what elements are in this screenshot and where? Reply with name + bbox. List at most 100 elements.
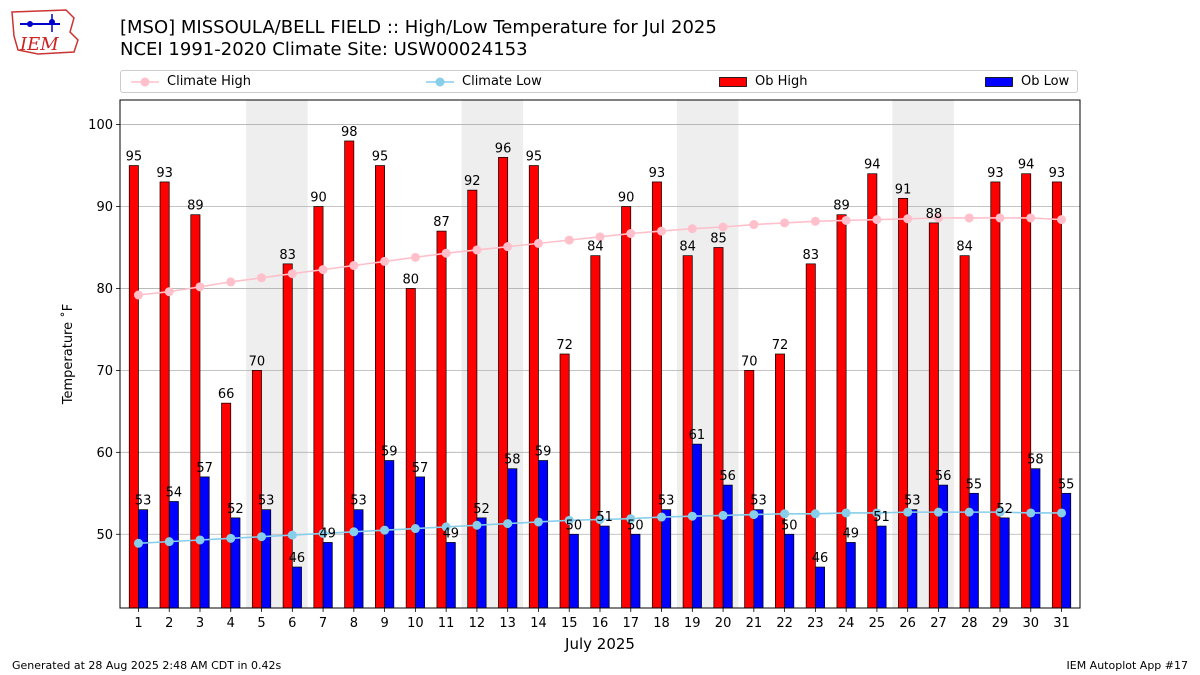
climate-low-point-day-19 — [687, 511, 697, 521]
x-tick-label-23: 23 — [807, 616, 824, 631]
climate-low-point-day-8 — [349, 527, 359, 537]
bar-low-day-24 — [845, 542, 856, 609]
bar-high-day-30 — [1021, 173, 1032, 609]
bar-high-label-day-26: 91 — [895, 182, 912, 197]
climate-low-point-day-5 — [257, 532, 267, 542]
climate-low-point-day-30 — [1026, 508, 1036, 518]
bar-low-label-day-11: 49 — [442, 526, 459, 541]
climate-high-point-day-1 — [133, 290, 143, 300]
climate-high-point-day-25 — [872, 215, 882, 225]
bar-low-day-6 — [291, 566, 302, 609]
iem-logo: IEM — [11, 9, 79, 55]
bar-low-day-13 — [507, 468, 518, 609]
climate-high-point-day-18 — [657, 226, 667, 236]
bar-high-day-17 — [621, 206, 632, 609]
bar-high-label-day-4: 66 — [218, 387, 235, 402]
climate-low-point-day-18 — [657, 512, 667, 522]
x-tick-label-19: 19 — [684, 616, 701, 631]
legend-label-ob-high: Ob High — [755, 74, 808, 89]
x-tick-label-24: 24 — [838, 616, 855, 631]
climate-low-point-day-23 — [810, 509, 820, 519]
bar-low-label-day-15: 50 — [566, 518, 583, 533]
climate-high-point-day-31 — [1057, 215, 1067, 225]
x-tick-label-13: 13 — [499, 616, 516, 631]
bar-low-day-11 — [445, 542, 456, 609]
climate-low-point-day-13 — [503, 519, 513, 529]
bar-high-label-day-28: 84 — [956, 240, 973, 255]
bar-low-day-27 — [938, 484, 949, 609]
bar-low-label-day-16: 51 — [596, 510, 613, 525]
climate-high-point-day-24 — [841, 215, 851, 225]
x-tick-label-28: 28 — [961, 616, 978, 631]
climate-high-point-day-14 — [533, 238, 543, 248]
climate-low-point-day-9 — [380, 525, 390, 535]
climate-high-point-day-3 — [195, 282, 205, 292]
x-tick-label-29: 29 — [992, 616, 1009, 631]
climate-high-point-day-9 — [380, 256, 390, 266]
bar-high-day-28 — [959, 255, 970, 609]
bar-low-label-day-4: 52 — [227, 502, 244, 517]
bar-low-label-day-14: 59 — [535, 445, 552, 460]
x-tick-label-5: 5 — [257, 616, 265, 631]
x-tick-label-26: 26 — [899, 616, 916, 631]
bar-high-label-day-19: 84 — [679, 240, 696, 255]
y-tick-label-50: 50 — [96, 528, 113, 543]
bar-low-label-day-3: 57 — [196, 461, 213, 476]
bar-low-label-day-19: 61 — [689, 428, 706, 443]
x-tick-label-11: 11 — [438, 616, 455, 631]
bar-low-label-day-26: 53 — [904, 494, 921, 509]
bar-low-label-day-29: 52 — [996, 502, 1013, 517]
bar-high-day-14 — [528, 165, 539, 609]
bar-high-day-20 — [713, 247, 724, 609]
bar-low-day-30 — [1030, 468, 1041, 609]
climate-high-point-day-7 — [318, 265, 328, 275]
x-tick-label-9: 9 — [380, 616, 388, 631]
climate-low-point-day-26 — [903, 507, 913, 517]
bar-high-label-day-9: 95 — [372, 150, 389, 165]
climate-high-point-day-27 — [933, 213, 943, 223]
bar-low-label-day-2: 54 — [166, 485, 183, 500]
climate-low-point-day-2 — [164, 537, 174, 547]
x-tick-label-14: 14 — [530, 616, 547, 631]
x-tick-label-2: 2 — [165, 616, 173, 631]
y-axis-label: Temperature ˚F — [60, 304, 76, 405]
x-tick-label-22: 22 — [776, 616, 793, 631]
bar-high-day-3 — [190, 214, 201, 609]
bar-high-day-21 — [744, 370, 755, 609]
ob-high-legend-swatch — [719, 76, 747, 87]
legend-item-climate-low: Climate Low — [426, 71, 542, 92]
climate-low-point-day-4 — [226, 533, 236, 543]
bar-high-day-8 — [344, 140, 355, 609]
climate-low-point-day-10 — [410, 524, 420, 534]
climate-high-point-day-30 — [1026, 213, 1036, 223]
y-tick-label-100: 100 — [88, 118, 113, 133]
x-tick-label-25: 25 — [869, 616, 886, 631]
bar-low-label-day-30: 58 — [1027, 453, 1044, 468]
bar-low-label-day-18: 53 — [658, 494, 675, 509]
app-credit: IEM Autoplot App #17 — [1066, 659, 1189, 672]
bar-low-label-day-5: 53 — [258, 494, 275, 509]
bar-low-label-day-1: 53 — [135, 494, 152, 509]
bar-high-label-day-17: 90 — [618, 191, 635, 206]
x-tick-label-6: 6 — [288, 616, 296, 631]
climate-high-point-day-19 — [687, 224, 697, 234]
bar-low-label-day-9: 59 — [381, 445, 398, 460]
chart-title: [MSO] MISSOULA/BELL FIELD :: High/Low Te… — [120, 17, 717, 38]
bar-high-label-day-25: 94 — [864, 158, 881, 173]
bar-low-label-day-25: 51 — [873, 510, 890, 525]
x-tick-label-7: 7 — [319, 616, 327, 631]
bar-high-label-day-8: 98 — [341, 125, 358, 140]
bar-high-label-day-3: 89 — [187, 199, 204, 214]
climate-low-point-day-22 — [780, 509, 790, 519]
x-tick-label-3: 3 — [196, 616, 204, 631]
bar-high-day-10 — [405, 288, 416, 609]
bar-low-label-day-22: 50 — [781, 518, 798, 533]
climate-high-legend-marker — [131, 77, 159, 86]
bar-high-day-13 — [498, 157, 509, 609]
climate-low-point-day-27 — [933, 507, 943, 517]
generated-timestamp: Generated at 28 Aug 2025 2:48 AM CDT in … — [12, 659, 282, 672]
climate-high-point-day-22 — [780, 218, 790, 228]
bar-low-label-day-24: 49 — [842, 526, 859, 541]
climate-low-point-day-11 — [441, 522, 451, 532]
bar-low-day-4 — [230, 517, 241, 609]
